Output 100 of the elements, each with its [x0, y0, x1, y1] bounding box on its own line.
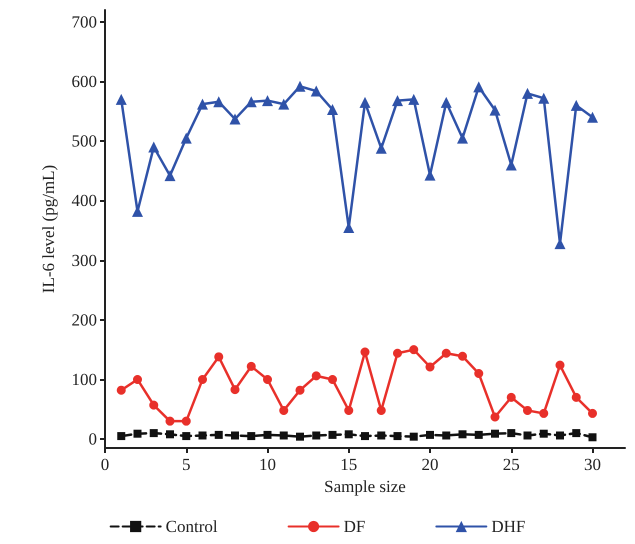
point	[327, 104, 338, 116]
point	[426, 362, 434, 372]
legend-label: DF	[344, 517, 366, 536]
point	[587, 112, 598, 123]
point	[570, 100, 582, 111]
point	[442, 348, 451, 358]
point	[524, 431, 532, 440]
point	[506, 392, 516, 402]
y-tick-label: 400	[72, 191, 97, 210]
point	[360, 96, 370, 108]
point	[507, 429, 516, 438]
point	[198, 374, 207, 384]
point	[410, 432, 418, 441]
point	[230, 385, 240, 394]
point	[393, 348, 402, 358]
x-tick-label: 5	[182, 455, 190, 474]
point	[408, 94, 420, 105]
point	[556, 431, 564, 440]
legend-label: Control	[166, 517, 218, 536]
point	[134, 430, 142, 438]
y-tick-label: 600	[72, 72, 97, 92]
point	[538, 92, 550, 104]
point	[394, 432, 402, 440]
point	[572, 429, 580, 438]
y-tick-label: 300	[72, 250, 97, 270]
x-tick-label: 20	[422, 455, 438, 474]
point	[344, 430, 353, 438]
point	[490, 412, 500, 422]
point	[556, 360, 564, 370]
point	[164, 170, 176, 182]
point	[197, 98, 208, 110]
y-tick-label: 500	[72, 132, 97, 151]
point	[214, 352, 224, 362]
point	[540, 430, 548, 438]
point	[539, 408, 548, 418]
point	[312, 371, 321, 380]
x-tick-label: 10	[259, 455, 276, 474]
point	[426, 430, 434, 439]
point	[328, 374, 337, 384]
point	[182, 416, 191, 426]
point	[278, 98, 290, 110]
y-tick-label: 0	[88, 430, 97, 449]
y-tick-label: 100	[72, 370, 97, 389]
point	[213, 96, 224, 108]
point	[166, 430, 174, 438]
point	[442, 431, 450, 440]
point	[182, 432, 190, 440]
point	[440, 96, 452, 108]
point	[328, 430, 336, 439]
point	[117, 432, 126, 440]
point	[506, 159, 517, 170]
point	[376, 142, 387, 154]
point	[312, 431, 320, 440]
point	[133, 374, 142, 384]
point	[522, 88, 533, 99]
point	[166, 416, 174, 426]
point	[247, 432, 256, 440]
point	[294, 80, 306, 92]
point	[473, 81, 484, 92]
point	[150, 429, 158, 438]
x-tick-label: 0	[100, 455, 110, 474]
point	[214, 430, 223, 439]
x-tick-label: 30	[584, 455, 601, 474]
point	[588, 433, 596, 442]
point	[392, 95, 403, 106]
point	[230, 114, 240, 125]
point	[376, 406, 386, 415]
point	[377, 431, 386, 440]
x-tick-label: 25	[502, 455, 520, 474]
point	[474, 369, 484, 378]
point	[149, 400, 158, 410]
point	[491, 430, 499, 438]
point	[361, 432, 369, 440]
point	[231, 431, 239, 440]
point	[198, 431, 206, 440]
point	[116, 94, 127, 105]
point	[246, 96, 257, 108]
point	[246, 362, 256, 371]
x-tick-label: 15	[340, 455, 358, 474]
y-tick-label: 200	[72, 310, 97, 330]
point	[360, 348, 370, 357]
point	[523, 406, 532, 415]
point	[490, 104, 500, 116]
point	[588, 408, 597, 418]
y-axis-title: IL-6 level (pg/mL)	[39, 164, 58, 294]
x-axis-title: Sample size	[324, 477, 406, 496]
y-tick-label: 700	[72, 12, 97, 32]
point	[457, 132, 468, 144]
point	[262, 95, 273, 106]
point	[280, 431, 288, 440]
legend-label: DHF	[491, 517, 526, 536]
point	[264, 430, 272, 439]
point	[148, 142, 160, 153]
point	[279, 406, 288, 415]
point	[458, 430, 466, 438]
point	[344, 406, 354, 415]
point	[296, 386, 304, 395]
point	[180, 132, 192, 144]
point	[296, 432, 304, 441]
point	[458, 352, 467, 361]
